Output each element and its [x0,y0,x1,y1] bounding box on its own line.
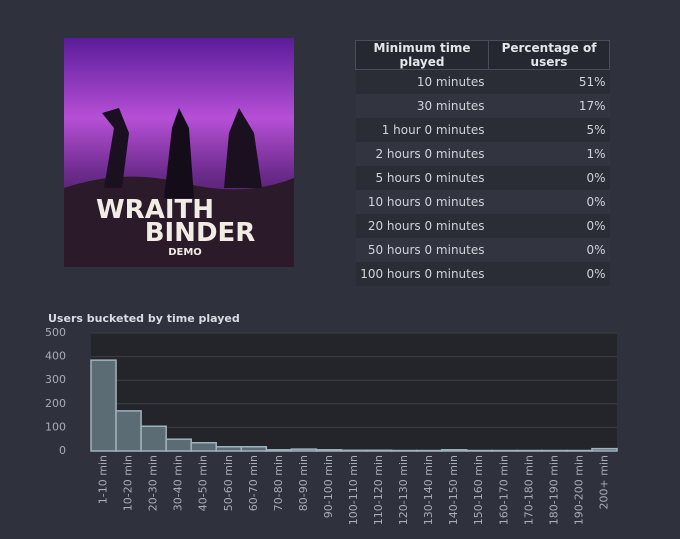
x-tick-label: 1-10 min [97,455,110,504]
x-tick-label: 110-120 min [372,455,385,525]
x-tick-label: 180-190 min [547,455,560,525]
table-cell: 50 hours 0 minutes [355,238,489,262]
header-cell: Percentage of users [488,40,610,70]
cover-figure [224,108,262,188]
y-tick-label: 300 [45,373,66,386]
bar [115,410,142,452]
cover-title: BINDER [145,218,256,248]
bar [290,448,318,452]
cover-title: WRAITH [96,195,214,225]
x-tick-label: 130-140 min [422,455,435,525]
table-header: Minimum time played Percentage of users [355,40,610,70]
bar [265,449,293,452]
table-cell: 5 hours 0 minutes [355,166,489,190]
x-tick-label: 170-180 min [522,455,535,525]
bar [215,446,243,452]
game-cover: WRAITH BINDER DEMO [64,38,294,267]
table-row: 100 hours 0 minutes 0% [355,262,610,286]
table-cell: 30 minutes [355,94,489,118]
bar [90,359,117,452]
table-cell: 51% [488,69,610,94]
cover-subtitle: DEMO [168,247,202,258]
table-cell: 100 hours 0 minutes [355,262,489,286]
x-tick-label: 160-170 min [497,455,510,525]
bar [315,449,343,452]
table-row: 2 hours 0 minutes 1% [355,142,610,166]
x-tick-label: 40-50 min [197,455,210,511]
x-tick-label: 100-110 min [347,455,360,525]
y-tick-label: 100 [45,420,66,433]
x-tick-label: 20-30 min [147,455,160,511]
x-tick-label: 10-20 min [122,455,135,511]
table-row: 30 minutes 17% [355,94,610,118]
table-cell: 10 minutes [355,69,489,94]
cover-ground [64,176,294,267]
cover-figure [164,108,194,198]
table-cell: 1 hour 0 minutes [355,118,489,142]
table-row: 10 minutes 51% [355,69,610,94]
bar [190,441,217,452]
x-tick-label: 140-150 min [447,455,460,525]
y-tick-label: 200 [45,397,66,410]
x-tick-label: 200+ min [597,455,610,509]
playtime-table: Minimum time played Percentage of users … [355,40,610,286]
y-tick-label: 0 [59,444,66,457]
x-tick-label: 50-60 min [222,455,235,511]
table-body: 10 minutes 51% 30 minutes 17% 1 hour 0 minut… [355,69,610,286]
table-row: 5 hours 0 minutes 0% [355,166,610,190]
table-cell: 20 hours 0 minutes [355,214,489,238]
table-row: 10 hours 0 minutes 0% [355,190,610,214]
chart-title: Users bucketed by time played [48,312,240,325]
table-cell: 0% [488,238,610,262]
table-cell: 2 hours 0 minutes [355,142,489,166]
table-cell: 0% [488,262,610,286]
plot-area [91,333,617,451]
x-tick-label: 190-200 min [572,455,585,525]
x-tick-label: 90-100 min [322,455,335,518]
table-cell: 1% [488,142,610,166]
x-tick-label: 150-160 min [472,455,485,525]
table-row: 1 hour 0 minutes 5% [355,118,610,142]
table-cell: 5% [488,118,610,142]
bar [365,449,393,452]
bar [165,438,192,452]
x-tick-label: 120-130 min [397,455,410,525]
chart: Users bucketed by time played 0 100 200 300… [45,312,618,525]
x-tick-label: 80-90 min [297,455,310,511]
bar [340,449,368,452]
x-tick-label: 60-70 min [247,455,260,511]
table-cell: 0% [488,214,610,238]
x-tick-label: 30-40 min [172,455,185,511]
bar [240,446,268,452]
table-cell: 0% [488,166,610,190]
y-tick-label: 500 [45,326,66,339]
x-tick-label: 70-80 min [272,455,285,511]
cover-figure [102,108,129,188]
bar [440,449,468,452]
table-row: 50 hours 0 minutes 0% [355,238,610,262]
table-row: 20 hours 0 minutes 0% [355,214,610,238]
table-cell: 10 hours 0 minutes [355,190,489,214]
header-cell: Minimum time played [355,40,489,70]
table-cell: 17% [488,94,610,118]
table-cell: 0% [488,190,610,214]
bar [140,425,167,452]
y-tick-label: 400 [45,350,66,363]
bar [591,447,618,452]
